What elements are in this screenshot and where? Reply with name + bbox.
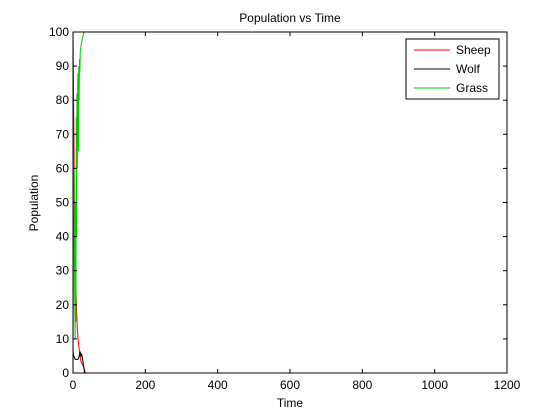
x-tick-label: 400 — [208, 378, 228, 392]
series-line-wolf — [73, 350, 86, 373]
series-line-grass — [73, 32, 87, 373]
y-tick-label: 70 — [56, 127, 70, 141]
y-tick-label: 40 — [56, 230, 70, 244]
legend-label-sheep: Sheep — [456, 43, 491, 57]
axes-layer: 0 200 400 600 800 1000 1200 0 10 20 30 40 50 60 70 80 90… — [49, 25, 521, 392]
y-tick-label: 50 — [56, 196, 70, 210]
legend: Sheep Wolf Grass — [405, 38, 500, 100]
x-tick-label: 1000 — [421, 378, 448, 392]
y-tick-label: 0 — [62, 366, 69, 380]
y-tick-label: 80 — [56, 93, 70, 107]
legend-label-wolf: Wolf — [456, 62, 480, 76]
x-axis-title: Time — [277, 396, 304, 410]
y-axis-title: Population — [27, 175, 41, 232]
x-tick-label: 800 — [352, 378, 372, 392]
x-tick-label: 200 — [135, 378, 155, 392]
x-tick-label: 1200 — [494, 378, 521, 392]
y-tick-label: 60 — [56, 161, 70, 175]
y-tick-label: 30 — [56, 264, 70, 278]
legend-label-grass: Grass — [456, 81, 488, 95]
y-tick-label: 10 — [56, 332, 70, 346]
chart-title: Population vs Time — [239, 11, 341, 25]
y-tick-label: 90 — [56, 59, 70, 73]
x-tick-label: 0 — [70, 378, 77, 392]
y-tick-label: 100 — [49, 25, 69, 39]
series-layer — [73, 32, 87, 373]
x-tick-label: 600 — [280, 378, 300, 392]
y-tick-label: 20 — [56, 298, 70, 312]
